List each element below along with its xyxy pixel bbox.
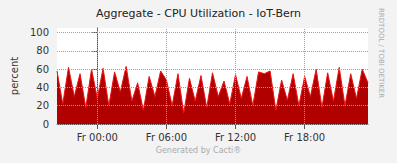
- svg-text:Fr 12:00: Fr 12:00: [215, 132, 256, 143]
- svg-text:0: 0: [43, 119, 49, 130]
- svg-text:RRDTOOL / TOBI OETIKER: RRDTOOL / TOBI OETIKER: [377, 8, 385, 98]
- svg-text:40: 40: [36, 82, 49, 93]
- svg-text:percent: percent: [9, 57, 20, 95]
- svg-text:20: 20: [36, 100, 49, 111]
- svg-text:60: 60: [36, 64, 49, 75]
- svg-text:80: 80: [36, 45, 49, 56]
- svg-text:Fr 18:00: Fr 18:00: [284, 132, 325, 143]
- svg-text:Fr 06:00: Fr 06:00: [146, 132, 187, 143]
- svg-text:Fr 00:00: Fr 00:00: [77, 132, 118, 143]
- svg-text:Generated by Cacti®: Generated by Cacti®: [156, 146, 242, 155]
- svg-text:100: 100: [30, 27, 49, 38]
- svg-text:Aggregate - CPU Utilization -: Aggregate - CPU Utilization - IoT-Bern: [96, 7, 301, 20]
